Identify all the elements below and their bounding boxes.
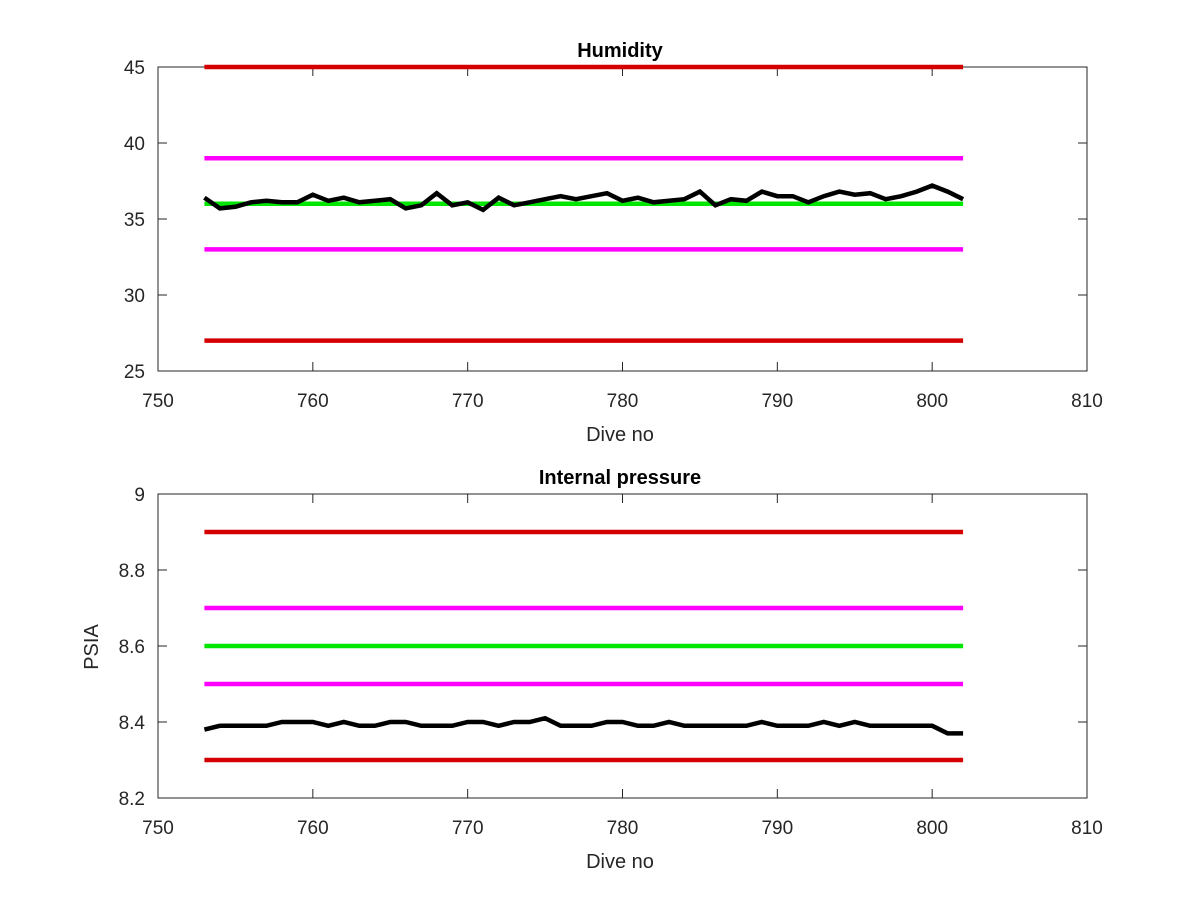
internal-pressure-y-axis-label: PSIA [81,624,103,670]
internal-pressure-x-tick-label: 800 [916,818,948,839]
humidity-panel: 750 760 770 780 790 800 810 25 30 35 40 45 Humidity… [124,40,1103,446]
humidity-y-tick-label: 30 [124,286,145,307]
internal-pressure-series-line-5 [203,715,964,736]
humidity-x-tick-label: 750 [142,391,174,412]
internal-pressure-x-tick-label: 760 [297,818,329,839]
internal-pressure-x-tick-label: 750 [142,818,174,839]
humidity-x-tick-label: 800 [916,391,948,412]
humidity-title: Humidity [577,40,663,62]
humidity-y-tick-label: 25 [124,362,145,383]
internal-pressure-y-tick-label: 8.4 [119,713,146,734]
internal-pressure-y-tick-label: 8.2 [119,789,145,810]
internal-pressure-y-tick-label: 9 [134,485,145,506]
humidity-x-tick-label: 780 [607,391,639,412]
internal-pressure-x-tick-label: 810 [1071,818,1103,839]
internal-pressure-title: Internal pressure [539,467,701,489]
humidity-axes-box [157,66,1088,372]
humidity-x-tick-label: 810 [1071,391,1103,412]
humidity-y-tick-label: 40 [124,134,145,155]
humidity-x-tick-label: 760 [297,391,329,412]
humidity-x-axis-label: Dive no [586,424,654,446]
internal-pressure-x-axis-label: Dive no [586,851,654,873]
humidity-x-tick-label: 790 [761,391,793,412]
humidity-plot-area: 750 760 770 780 790 800 810 25 30 35 40 45 [124,58,1103,412]
humidity-y-tick-label: 45 [124,58,145,79]
internal-pressure-panel: 750 760 770 780 790 800 810 8.2 8.4 8.6 8.8 9 Inter… [81,467,1103,873]
internal-pressure-x-tick-label: 770 [452,818,484,839]
internal-pressure-x-tick-label: 790 [761,818,793,839]
internal-pressure-x-tick-label: 780 [607,818,639,839]
humidity-series-line-5 [203,183,965,213]
internal-pressure-plot-area: 750 760 770 780 790 800 810 8.2 8.4 8.6 8.8 9 [119,485,1103,839]
humidity-y-tick-label: 35 [124,210,145,231]
internal-pressure-y-tick-label: 8.8 [119,561,145,582]
internal-pressure-y-tick-label: 8.6 [119,637,145,658]
humidity-x-tick-label: 770 [452,391,484,412]
